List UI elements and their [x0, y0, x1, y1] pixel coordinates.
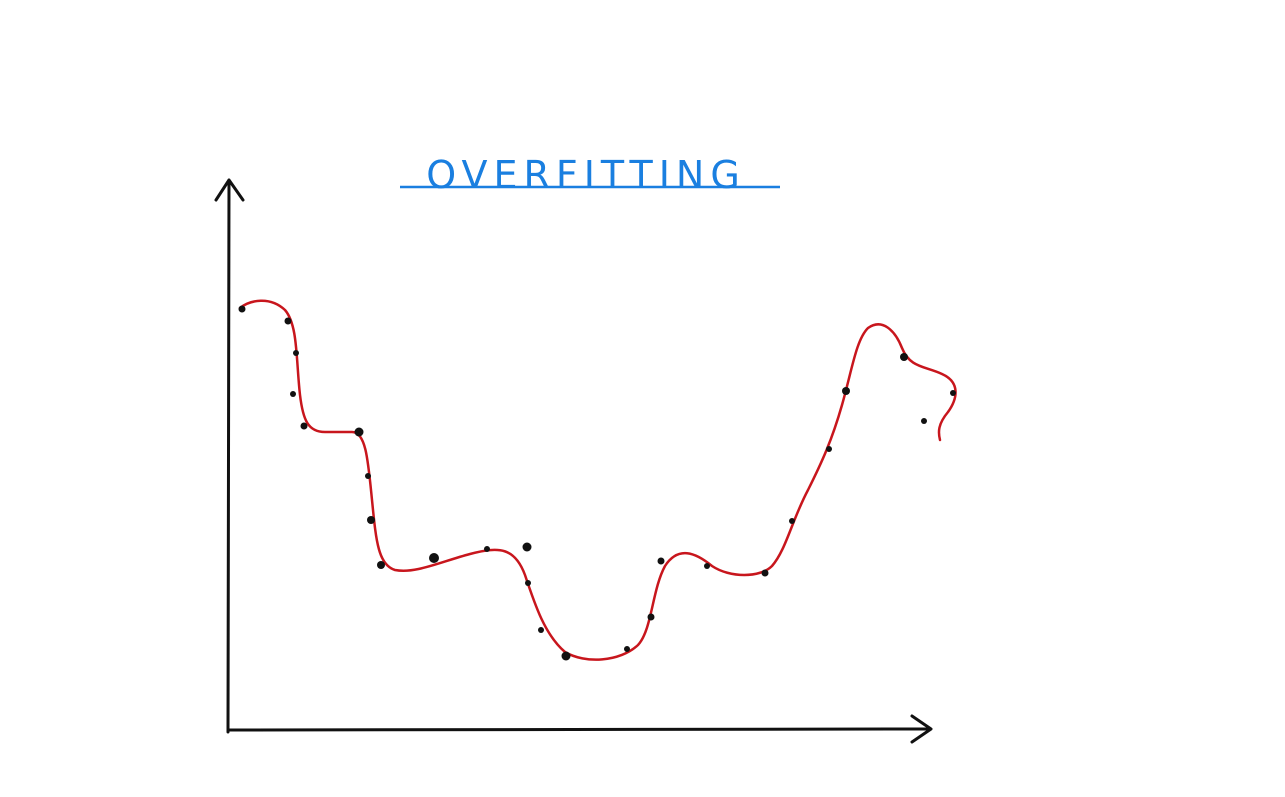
point — [561, 651, 571, 661]
point — [429, 553, 439, 563]
point — [538, 627, 544, 633]
point — [657, 557, 665, 565]
point — [647, 613, 655, 621]
point — [354, 427, 364, 437]
point — [842, 387, 850, 395]
point — [826, 446, 832, 452]
point — [300, 422, 308, 430]
point — [484, 546, 490, 552]
point — [367, 516, 375, 524]
point — [704, 563, 710, 569]
point — [789, 518, 795, 524]
point — [900, 353, 908, 361]
point — [624, 646, 630, 652]
point — [950, 390, 956, 396]
x-axis — [226, 714, 933, 744]
point — [761, 569, 769, 577]
point — [522, 542, 532, 552]
title: OVERFITTING — [426, 153, 746, 197]
point — [921, 418, 927, 424]
data-points — [238, 305, 956, 661]
fitted-curve — [238, 299, 957, 661]
point — [525, 580, 531, 586]
point — [365, 473, 371, 479]
y-axis — [214, 178, 245, 734]
point — [238, 305, 246, 313]
point — [290, 391, 296, 397]
point — [377, 561, 385, 569]
point — [293, 350, 299, 356]
point — [284, 317, 292, 325]
